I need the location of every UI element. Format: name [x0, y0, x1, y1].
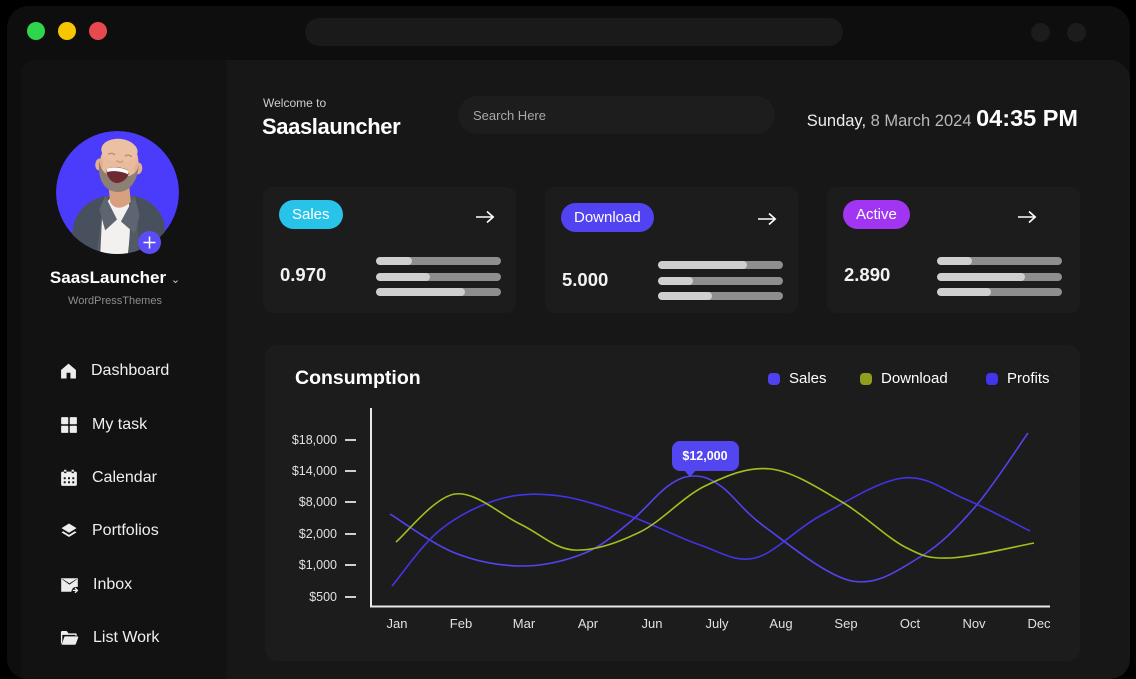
svg-text:Apr: Apr	[578, 616, 599, 631]
svg-text:Mar: Mar	[513, 616, 536, 631]
svg-text:July: July	[705, 616, 729, 631]
svg-text:Nov: Nov	[962, 616, 986, 631]
svg-text:Jun: Jun	[642, 616, 663, 631]
svg-text:Dec: Dec	[1027, 616, 1051, 631]
svg-text:Aug: Aug	[769, 616, 792, 631]
svg-text:$2,000: $2,000	[299, 527, 337, 541]
svg-text:Oct: Oct	[900, 616, 921, 631]
svg-text:$1,000: $1,000	[299, 558, 337, 572]
svg-text:$500: $500	[309, 590, 337, 604]
svg-text:$18,000: $18,000	[292, 433, 337, 447]
svg-text:Feb: Feb	[450, 616, 472, 631]
svg-text:$14,000: $14,000	[292, 464, 337, 478]
svg-text:Sep: Sep	[834, 616, 857, 631]
svg-text:Jan: Jan	[387, 616, 408, 631]
svg-text:$12,000: $12,000	[682, 449, 727, 463]
svg-text:$8,000: $8,000	[299, 495, 337, 509]
